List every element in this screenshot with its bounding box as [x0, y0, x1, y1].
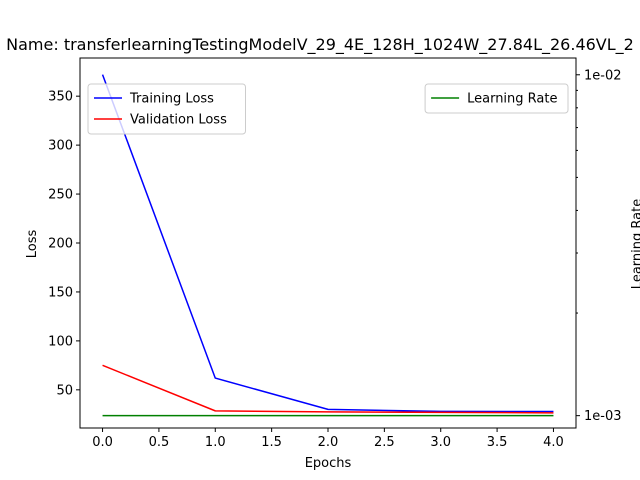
y2-axis-label: Learning Rate — [630, 199, 640, 289]
y2-tick-label: 1e-03 — [584, 409, 622, 424]
legend-frame — [424, 83, 569, 114]
y-tick-label: 200 — [48, 237, 73, 252]
legend-frame — [87, 83, 246, 135]
y2-tick-label: 1e-02 — [584, 68, 622, 83]
legend-label: Learning Rate — [467, 92, 557, 107]
y-axis-label: Loss — [25, 230, 40, 259]
x-tick-label: 3.0 — [430, 435, 451, 450]
training-loss-line — [101, 74, 554, 413]
x-tick-label: 0.5 — [149, 435, 170, 450]
y-tick-label: 250 — [48, 188, 73, 203]
plot-area — [101, 74, 554, 417]
legend-1: Training Loss Validation Loss — [87, 83, 246, 135]
y-tick-label: 350 — [48, 90, 73, 105]
axis-ticks: 0.0 0.5 1.0 1.5 2.0 2.5 3.0 3.5 4.0 50 100 150 200 25… — [48, 68, 621, 450]
x-tick-label: 1.0 — [205, 435, 226, 450]
legend-label: Validation Loss — [130, 113, 227, 128]
y-tick-label: 150 — [48, 285, 73, 300]
y-tick-label: 50 — [56, 383, 73, 398]
y-tick-label: 300 — [48, 139, 73, 154]
validation-loss-line — [102, 364, 554, 414]
x-tick-label: 2.5 — [374, 435, 395, 450]
y-tick-label: 100 — [48, 334, 73, 349]
axes-frame — [79, 57, 577, 429]
chart-title: Name: transferlearningTestingModelV_29_4… — [6, 35, 634, 55]
legend-2: Learning Rate — [424, 83, 569, 114]
x-axis-label: Epochs — [305, 456, 352, 471]
legends: Training Loss Validation Loss Learning Rat… — [87, 83, 569, 135]
x-tick-label: 4.0 — [543, 435, 564, 450]
x-tick-label: 0.0 — [92, 435, 113, 450]
x-tick-label: 1.5 — [261, 435, 282, 450]
x-tick-label: 2.0 — [318, 435, 339, 450]
x-tick-label: 3.5 — [487, 435, 508, 450]
legend-label: Training Loss — [129, 92, 214, 107]
